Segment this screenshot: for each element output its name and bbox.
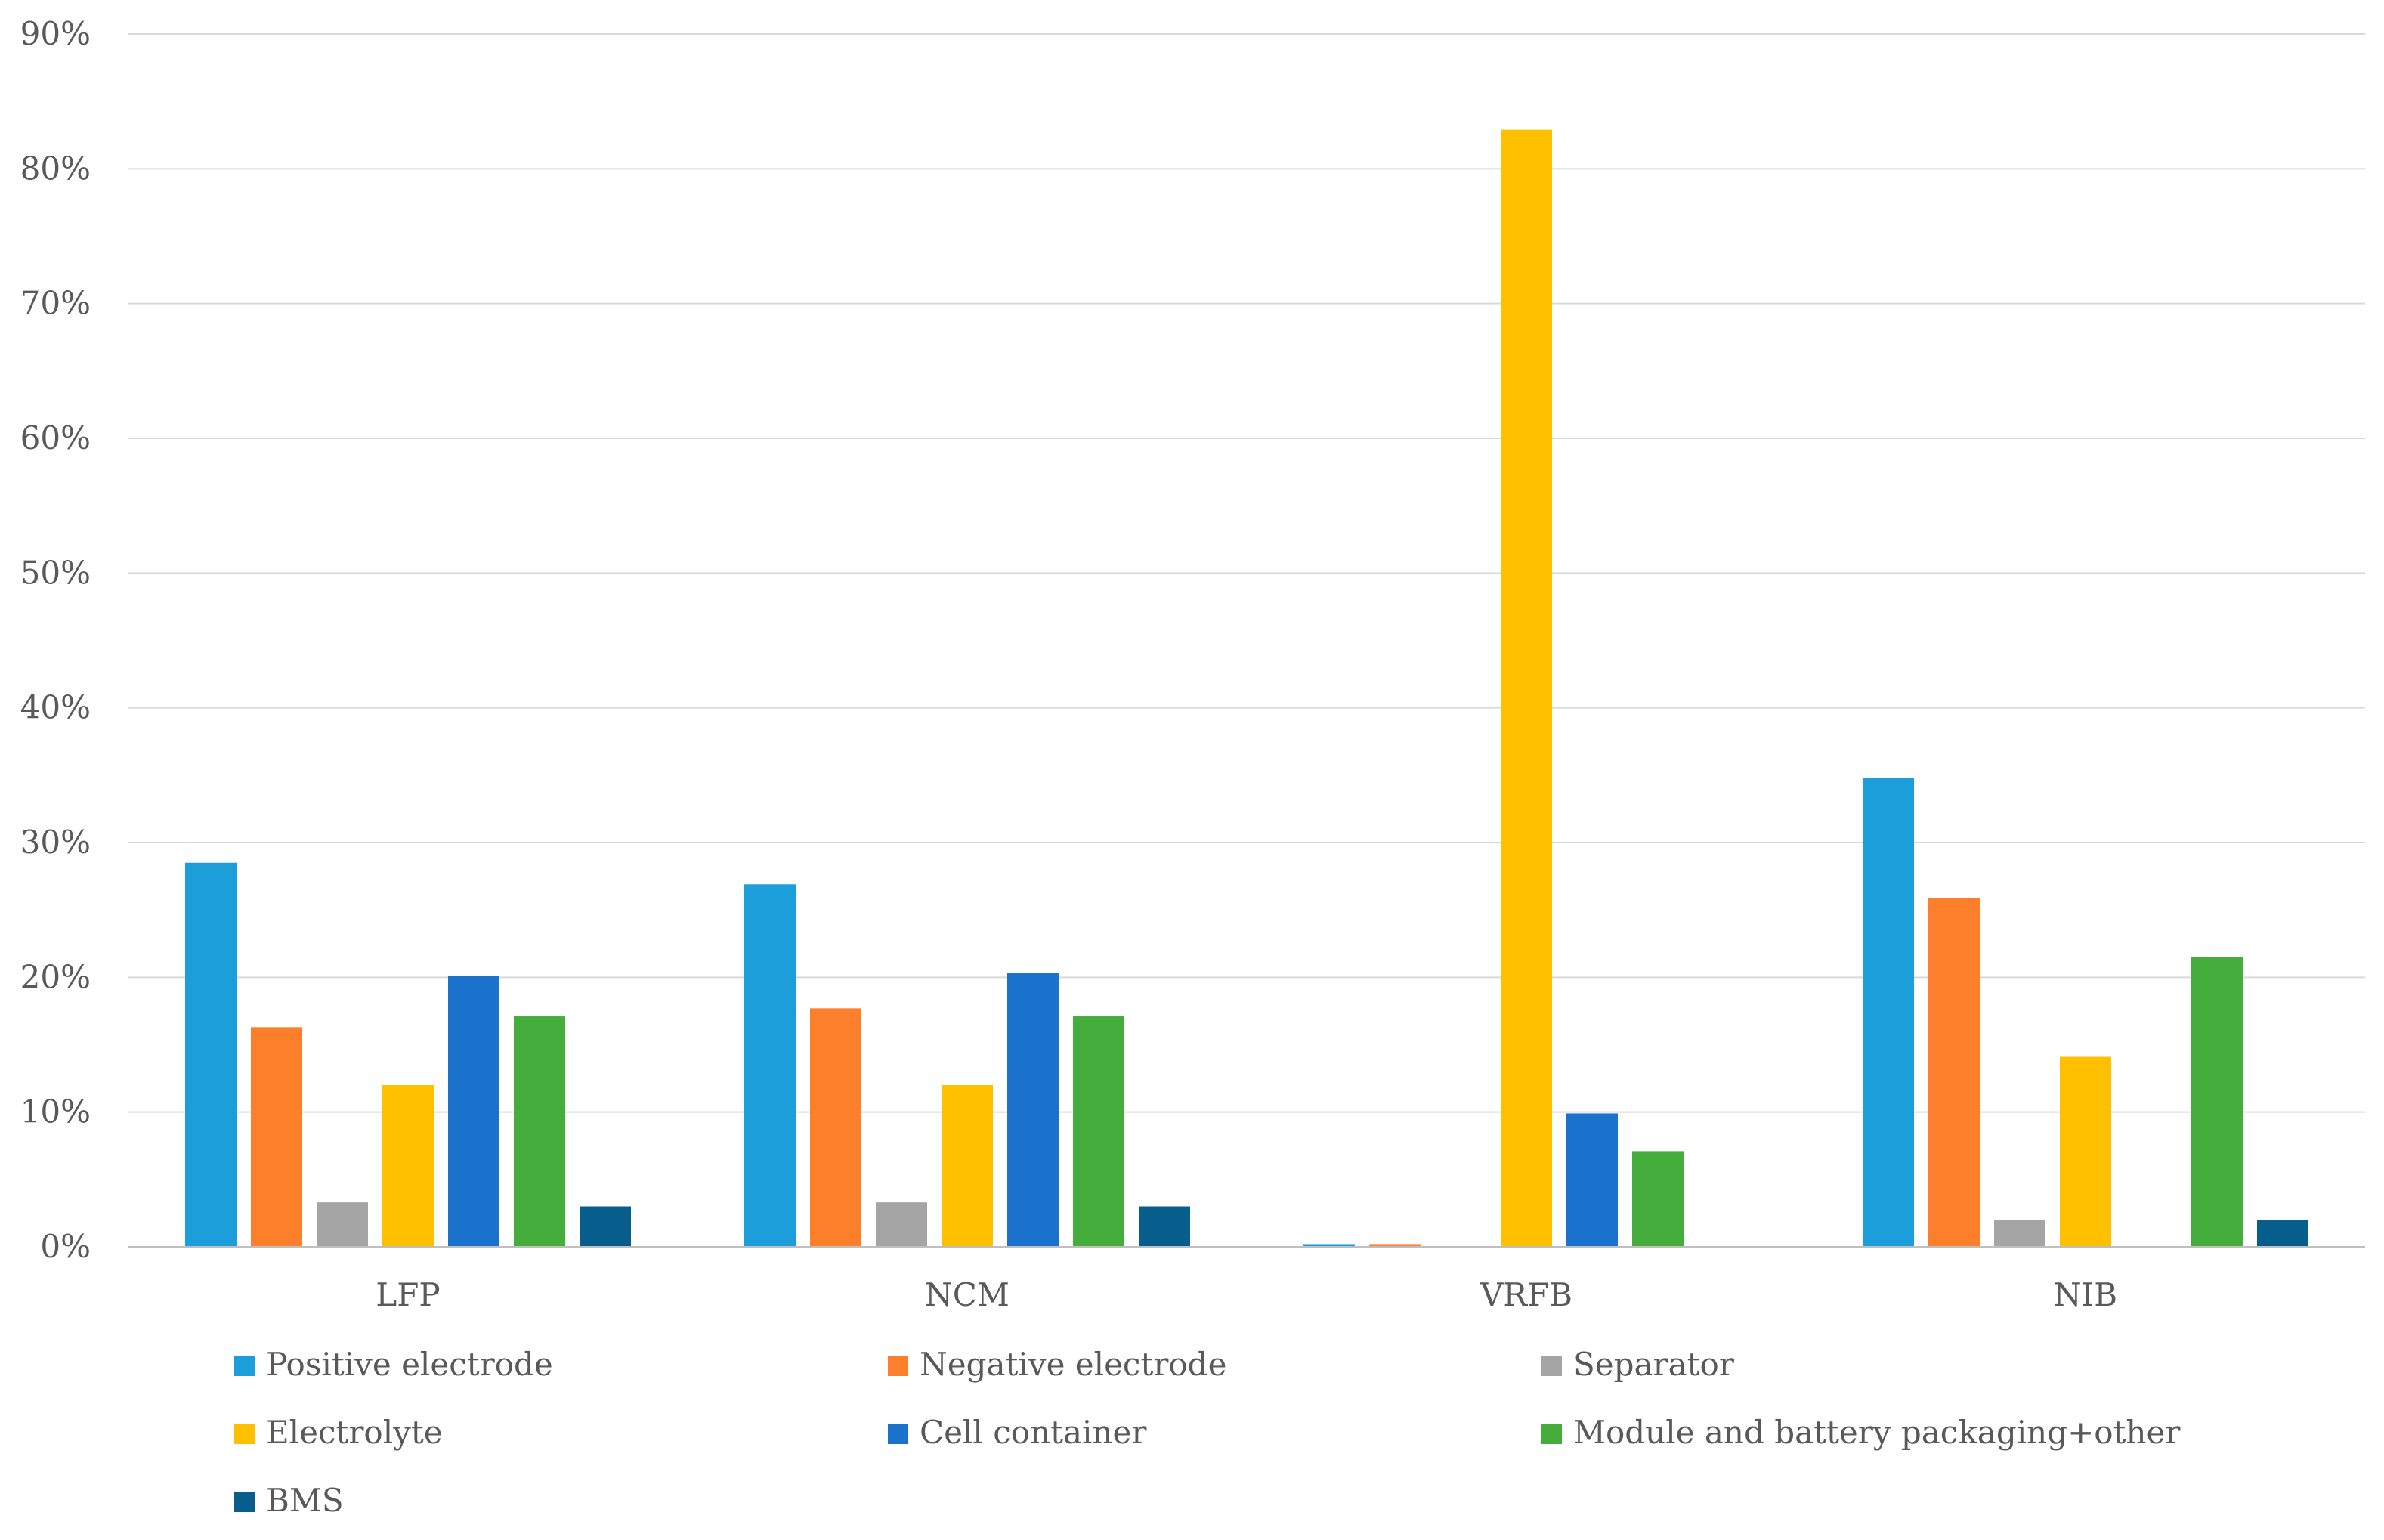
bars	[185, 129, 2308, 1247]
bar-ncm-negative-electrode	[810, 1008, 861, 1247]
bar-ncm-cell-container	[1007, 973, 1059, 1247]
y-tick-label: 90%	[20, 15, 91, 52]
y-tick-label: 30%	[20, 824, 91, 861]
legend-label: Separator	[1573, 1346, 1735, 1383]
legend-swatch	[888, 1356, 908, 1376]
legend-swatch	[234, 1492, 255, 1512]
bar-vrfb-module-and-battery-packaging-other	[1632, 1151, 1684, 1247]
category-label-ncm: NCM	[925, 1276, 1010, 1313]
y-tick-label: 10%	[20, 1093, 91, 1130]
bar-vrfb-positive-electrode	[1303, 1244, 1355, 1247]
bar-ncm-module-and-battery-packaging-other	[1073, 1016, 1124, 1247]
legend-swatch	[888, 1424, 908, 1444]
y-tick-label: 20%	[20, 958, 91, 995]
category-labels: LFP NCM VRFB NIB	[376, 1276, 2117, 1313]
bar-lfp-separator	[317, 1202, 368, 1247]
bar-lfp-positive-electrode	[185, 862, 237, 1247]
bar-nib-bms	[2257, 1220, 2308, 1247]
legend-item: Cell container	[888, 1414, 1147, 1451]
legend-label: Module and battery packaging+other	[1573, 1414, 2181, 1451]
bar-vrfb-negative-electrode	[1369, 1244, 1421, 1247]
legend-label: Cell container	[920, 1414, 1147, 1451]
bar-ncm-separator	[876, 1202, 927, 1247]
legend-label: Negative electrode	[920, 1346, 1226, 1383]
legend-item: Electrolyte	[234, 1414, 443, 1451]
legend-item: BMS	[234, 1482, 344, 1519]
bar-nib-module-and-battery-packaging-other	[2191, 957, 2243, 1247]
legend-label: BMS	[266, 1482, 344, 1519]
bar-nib-electrolyte	[2060, 1056, 2111, 1247]
y-tick-label: 80%	[20, 150, 91, 187]
legend-label: Electrolyte	[266, 1414, 443, 1451]
bar-nib-separator	[1994, 1220, 2045, 1247]
bar-ncm-bms	[1139, 1206, 1190, 1247]
y-axis-ticks: 0% 10% 20% 30% 40% 50% 60% 70% 80% 90%	[20, 15, 91, 1265]
category-label-lfp: LFP	[376, 1276, 440, 1313]
bar-ncm-positive-electrode	[744, 884, 796, 1247]
category-label-vrfb: VRFB	[1480, 1276, 1572, 1313]
bar-nib-positive-electrode	[1863, 778, 1914, 1247]
legend-item: Separator	[1541, 1346, 1735, 1383]
legend-item: Positive electrode	[234, 1346, 553, 1383]
bar-vrfb-cell-container	[1566, 1113, 1618, 1247]
y-tick-label: 40%	[20, 689, 91, 726]
legend-swatch	[1541, 1424, 1562, 1444]
legend-item: Module and battery packaging+other	[1541, 1414, 2181, 1451]
bar-lfp-bms	[580, 1206, 631, 1247]
gridlines	[128, 33, 2365, 1113]
bar-lfp-cell-container	[448, 976, 499, 1247]
bar-lfp-module-and-battery-packaging-other	[514, 1016, 565, 1247]
legend-swatch	[234, 1356, 255, 1376]
legend: Positive electrode Negative electrode Sepa…	[234, 1346, 2181, 1519]
bar-vrfb-electrolyte	[1501, 129, 1552, 1247]
bar-ncm-electrolyte	[942, 1085, 993, 1247]
bar-lfp-negative-electrode	[251, 1027, 302, 1247]
y-tick-label: 70%	[20, 285, 91, 322]
legend-swatch	[234, 1424, 255, 1444]
category-label-nib: NIB	[2054, 1276, 2117, 1313]
legend-swatch	[1541, 1356, 1562, 1376]
y-tick-label: 50%	[20, 554, 91, 591]
y-tick-label: 0%	[40, 1228, 91, 1265]
y-tick-label: 60%	[20, 419, 91, 456]
bar-nib-negative-electrode	[1928, 898, 1980, 1247]
legend-label: Positive electrode	[266, 1346, 553, 1383]
bar-lfp-electrolyte	[382, 1085, 434, 1247]
legend-item: Negative electrode	[888, 1346, 1226, 1383]
